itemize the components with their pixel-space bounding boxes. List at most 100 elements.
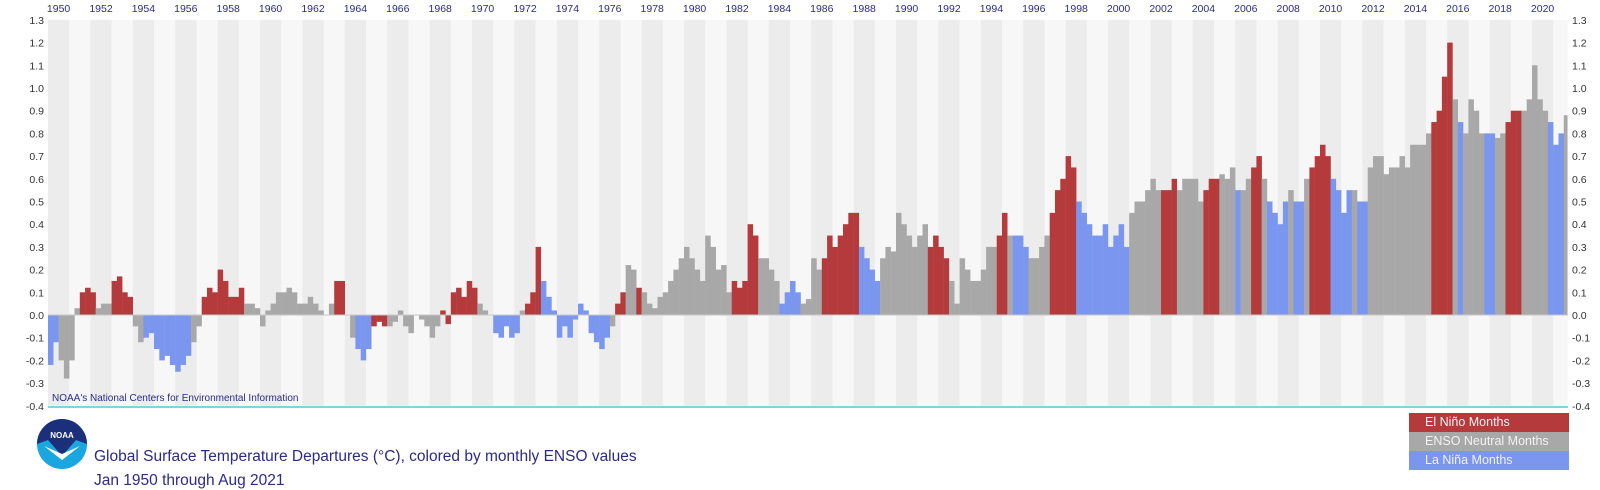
x-tick-label: 1952 [89, 3, 113, 15]
year-stripe [768, 19, 791, 406]
temperature-bar [1203, 190, 1209, 315]
year-stripe [726, 19, 748, 406]
year-stripe [853, 19, 876, 406]
temperature-bar [408, 315, 414, 334]
y-tick-label: 0.7 [1572, 151, 1587, 163]
temperature-bar [1457, 122, 1464, 315]
temperature-bar [1012, 235, 1019, 315]
y-tick-label: 1.3 [29, 15, 44, 27]
temperature-bar [1309, 167, 1315, 315]
temperature-bar [1542, 110, 1549, 315]
temperature-bar [159, 315, 165, 361]
temperature-bar [1092, 235, 1098, 315]
temperature-bar [816, 269, 822, 315]
x-tick-label: 2002 [1149, 3, 1173, 15]
temperature-bar [434, 315, 441, 327]
temperature-bar [1378, 156, 1384, 315]
temperature-bar [392, 315, 398, 322]
temperature-bar [360, 315, 367, 361]
temperature-bar [1176, 190, 1183, 315]
temperature-bar [291, 292, 298, 315]
temperature-bar [922, 224, 928, 315]
year-stripe [556, 19, 579, 406]
temperature-bar [116, 276, 123, 315]
temperature-bar [1113, 235, 1119, 315]
temperature-bar [1150, 178, 1156, 315]
temperature-bar [1129, 212, 1135, 315]
temperature-bar [265, 310, 271, 315]
year-stripe [48, 19, 70, 406]
y-tick-label: 0.8 [1572, 128, 1587, 140]
temperature-bar [1452, 99, 1458, 315]
temperature-bar [1516, 110, 1522, 315]
x-tick-label: 2008 [1277, 3, 1301, 15]
chart-subtitle: Jan 1950 through Aug 2021 [94, 472, 285, 489]
year-stripe [111, 19, 134, 406]
temperature-bar [668, 280, 674, 315]
temperature-bar [1463, 133, 1469, 315]
temperature-bar [1028, 258, 1034, 315]
x-tick-label: 1976 [598, 3, 622, 15]
temperature-bar [397, 310, 404, 315]
temperature-bar [959, 258, 966, 315]
temperature-bar [896, 212, 902, 315]
y-tick-labels-left: 1.3 1.2 1.1 1.0 0.9 0.8 0.7 0.6 0.5 0.4 0.3 0.2 0.1 0… [26, 15, 44, 413]
temperature-bar [1494, 137, 1501, 315]
temperature-bar [1033, 258, 1040, 315]
temperature-bar [546, 296, 552, 315]
temperature-bar [461, 296, 467, 315]
temperature-bar [827, 235, 833, 315]
temperature-bar [1357, 201, 1363, 315]
temperature-bar [996, 235, 1003, 315]
temperature-bar [175, 315, 181, 372]
temperature-bar [1282, 201, 1289, 315]
temperature-bar [620, 292, 626, 315]
temperature-bar [567, 315, 573, 338]
x-tick-label: 1984 [768, 3, 792, 15]
temperature-bar [821, 258, 828, 315]
temperature-bar [1240, 190, 1246, 315]
temperature-bar [795, 292, 801, 315]
temperature-bar [1123, 246, 1130, 315]
y-tick-label: -0.2 [1572, 355, 1590, 367]
temperature-bar [874, 280, 881, 315]
temperature-bar [779, 303, 785, 315]
temperature-bar [694, 269, 701, 315]
temperature-bar [238, 287, 245, 315]
temperature-bar [445, 315, 451, 325]
temperature-bar [599, 315, 605, 350]
temperature-bar [350, 315, 356, 338]
temperature-bar [1479, 133, 1485, 315]
year-stripe [514, 19, 536, 406]
temperature-bar [742, 280, 748, 315]
temperature-bar [440, 310, 446, 315]
temperature-bar [1272, 212, 1278, 315]
temperature-bar [228, 296, 234, 315]
temperature-bar [1420, 144, 1427, 315]
temperature-bar [302, 303, 308, 315]
year-stripe [1086, 19, 1109, 406]
temperature-bar [848, 212, 854, 315]
temperature-bar [890, 251, 897, 315]
temperature-bar [721, 265, 727, 315]
temperature-bar [938, 246, 944, 315]
y-tick-label: -0.4 [26, 401, 44, 413]
temperature-bar [784, 292, 791, 315]
temperature-bar [631, 269, 637, 315]
temperature-bar [1267, 201, 1273, 315]
x-tick-label: 1986 [810, 3, 834, 15]
year-stripe [896, 19, 918, 406]
temperature-bar [419, 315, 425, 320]
temperature-bar [85, 287, 91, 315]
temperature-bar [1288, 190, 1294, 315]
y-tick-label: 0.2 [29, 265, 44, 277]
year-stripe [811, 19, 833, 406]
temperature-bar [572, 315, 579, 320]
temperature-bar [641, 292, 648, 315]
temperature-bar [980, 269, 987, 315]
temperature-bar [1065, 156, 1072, 315]
temperature-bar [519, 310, 526, 315]
temperature-bar [1330, 178, 1337, 315]
temperature-bar [1139, 201, 1146, 315]
legend-el-nino: El Niño Months [1409, 413, 1569, 432]
